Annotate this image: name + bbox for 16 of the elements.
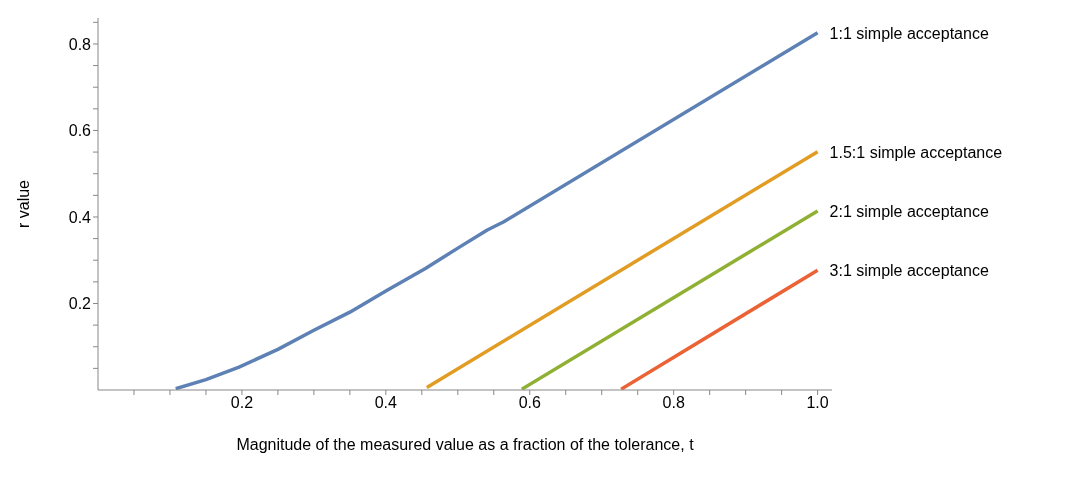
series-label: 1.5:1 simple acceptance (829, 143, 1003, 161)
y-axis-title: r value (14, 179, 32, 229)
line-series (173, 30, 820, 390)
y-tick-label: 0.6 (68, 122, 92, 140)
x-tick-label: 0.2 (230, 394, 254, 412)
y-tick-label: 0.4 (68, 208, 92, 226)
series-label: 2:1 simple acceptance (829, 202, 989, 220)
x-tick-label: 1.0 (806, 394, 829, 412)
series-label: 3:1 simple acceptance (829, 262, 989, 280)
y-tick-label: 0.2 (68, 295, 92, 313)
series-label: 1:1 simple acceptance (829, 24, 989, 42)
x-tick-label: 0.6 (518, 394, 541, 412)
x-axis-title: Magnitude of the measured value as a fraction of the tolerance, t (236, 436, 695, 453)
x-tick-label: 0.4 (374, 394, 398, 412)
x-tick-label: 0.8 (662, 394, 685, 412)
y-tick-label: 0.8 (68, 35, 92, 53)
